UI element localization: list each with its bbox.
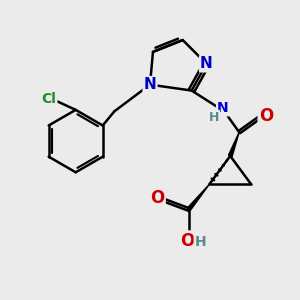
- Text: N: N: [200, 56, 213, 71]
- Text: N: N: [217, 101, 229, 116]
- Text: Cl: Cl: [41, 92, 56, 106]
- Polygon shape: [187, 184, 209, 211]
- Text: O: O: [180, 232, 194, 250]
- Text: O: O: [259, 107, 273, 125]
- Text: H: H: [195, 235, 206, 249]
- Polygon shape: [228, 132, 239, 157]
- Text: N: N: [144, 77, 156, 92]
- Text: O: O: [150, 189, 165, 207]
- Text: H: H: [209, 111, 219, 124]
